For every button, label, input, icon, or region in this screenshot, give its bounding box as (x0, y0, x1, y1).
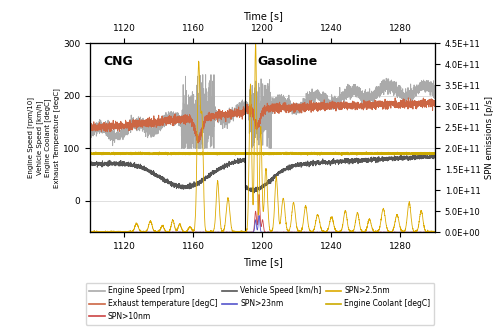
X-axis label: Time [s]: Time [s] (242, 11, 282, 21)
Y-axis label: Engine Speed [rpm/10]
Vehicle Speed [km/h]
Engine Coolant [degC]
Exhaust Tempera: Engine Speed [rpm/10] Vehicle Speed [km/… (27, 88, 60, 188)
Legend: Engine Speed [rpm], Exhaust temperature [degC], SPN>10nm, Vehicle Speed [km/h], : Engine Speed [rpm], Exhaust temperature … (86, 283, 434, 325)
Text: CNG: CNG (104, 55, 134, 68)
X-axis label: Time [s]: Time [s] (242, 257, 282, 267)
Y-axis label: SPN emissions [p/s]: SPN emissions [p/s] (485, 96, 494, 179)
Text: Gasoline: Gasoline (258, 55, 318, 68)
